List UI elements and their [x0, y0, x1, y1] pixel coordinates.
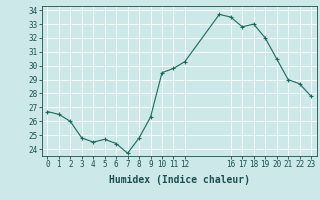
X-axis label: Humidex (Indice chaleur): Humidex (Indice chaleur) — [109, 175, 250, 185]
